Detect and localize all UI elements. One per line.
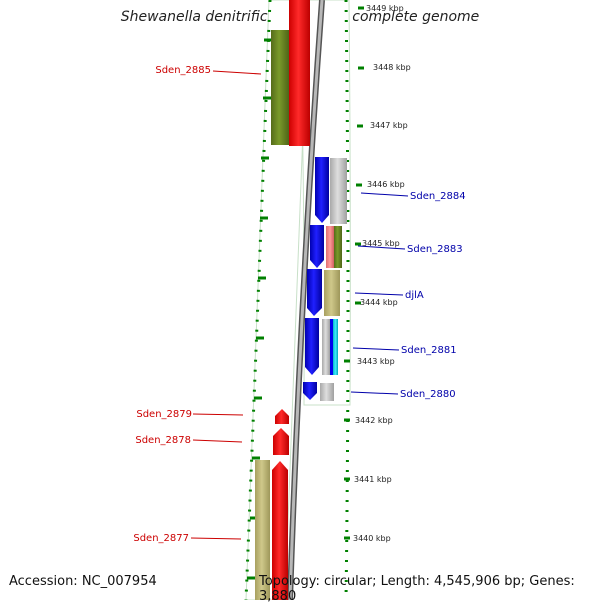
gene-sden-2883-arrow[interactable] (310, 225, 324, 268)
gene-sden-2881-blue[interactable] (330, 319, 333, 375)
gene-sden-2885-olive[interactable] (271, 30, 289, 145)
gene-djla-khaki[interactable] (324, 270, 340, 316)
gene-sden-2884-arrow[interactable] (315, 157, 329, 223)
gene-labels-left: Sden_2885 Sden_2879 Sden_2878 Sden_2877 (133, 65, 211, 544)
right-callout-lines (350, 192, 409, 395)
gene-label-sden-2878[interactable]: Sden_2878 (135, 435, 191, 446)
gene-label-sden-2877[interactable]: Sden_2877 (133, 533, 189, 544)
scale-label: 3441 kbp (354, 475, 392, 484)
dotted-guide-right (344, 0, 350, 600)
reverse-genes (303, 157, 347, 401)
gene-sden-2884-grey[interactable] (330, 158, 347, 224)
gene-label-sden-2881[interactable]: Sden_2881 (401, 345, 457, 356)
gene-sden-2880-grey[interactable] (320, 383, 334, 401)
gene-sden-2885-red[interactable] (289, 0, 310, 146)
scale-label: 3446 kbp (367, 180, 405, 189)
dotted-guide-left (244, 0, 272, 600)
scale-label: 3448 kbp (373, 63, 411, 72)
gene-sden-2880-arrow[interactable] (303, 382, 317, 400)
gene-sden-2883-olive[interactable] (334, 226, 342, 268)
scale-label: 3443 kbp (357, 357, 395, 366)
scale-label: 3445 kbp (362, 239, 400, 248)
gene-sden-2877-khaki[interactable] (255, 460, 270, 600)
scale-label: 3449 kbp (366, 4, 404, 13)
gene-label-sden-2879[interactable]: Sden_2879 (136, 409, 192, 420)
gene-labels-right: Sden_2884 Sden_2883 djlA Sden_2881 Sden_… (400, 191, 466, 400)
left-callout-lines (190, 70, 262, 540)
genome-backbone-highlight (288, 0, 324, 600)
gene-label-sden-2880[interactable]: Sden_2880 (400, 389, 456, 400)
accession-text: Accession: NC_007954 (9, 574, 157, 589)
gene-sden-2883-pink[interactable] (326, 226, 334, 268)
gene-sden-2878-arrow[interactable] (273, 428, 289, 455)
scale-labels: 3449 kbp 3448 kbp 3447 kbp 3446 kbp 3445… (353, 4, 411, 543)
scale-ticks-right (344, 6, 364, 540)
gene-sden-2879-arrow[interactable] (275, 409, 289, 424)
gene-label-sden-2883[interactable]: Sden_2883 (407, 244, 463, 255)
gene-djla-arrow[interactable] (307, 269, 322, 316)
scale-label: 3447 kbp (370, 121, 408, 130)
forward-genes (255, 0, 310, 600)
gene-sden-2881-cyan[interactable] (333, 319, 338, 375)
gene-label-sden-2884[interactable]: Sden_2884 (410, 191, 466, 202)
gene-label-sden-2885[interactable]: Sden_2885 (155, 65, 211, 76)
scale-label: 3442 kbp (355, 416, 393, 425)
gene-label-djla[interactable]: djlA (405, 290, 424, 301)
scale-label: 3444 kbp (360, 298, 398, 307)
gene-sden-2877-red[interactable] (272, 461, 288, 600)
gene-sden-2881-arrow[interactable] (305, 318, 319, 375)
scale-label: 3440 kbp (353, 534, 391, 543)
gene-sden-2881-grey[interactable] (322, 319, 330, 375)
